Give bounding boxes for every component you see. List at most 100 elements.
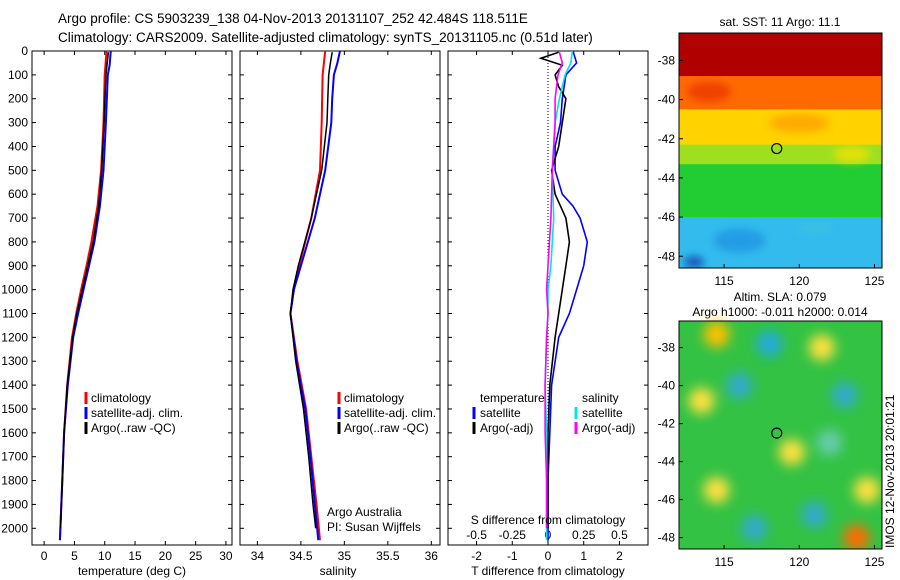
series-line-salinity-argo-adj- — [544, 51, 564, 529]
sst-map-ticks: 115 120 125 -38 -40 -42 -44 -46 -48 — [658, 53, 885, 288]
x-tick-label: 34.5 — [289, 549, 313, 563]
y-tick-label: 1400 — [1, 378, 28, 392]
x-tick-label: 5 — [71, 549, 78, 563]
title-line-2: Climatology: CARS2009. Satellite-adjuste… — [58, 30, 593, 45]
sst-patch — [687, 81, 732, 102]
map-x-tick-label: 115 — [715, 555, 734, 569]
sst-map-frame — [678, 32, 883, 269]
sst-heatmap — [679, 33, 882, 268]
sla-map-title: Altim. SLA: 0.079 — [734, 290, 827, 304]
difference-legend-salinity: salinity satellite Argo(-adj) — [574, 391, 635, 435]
map-x-tick-label: 120 — [789, 555, 809, 569]
temperature-xlabel: temperature (deg C) — [78, 564, 186, 578]
sst-patch — [794, 222, 835, 235]
legend-label-satellite: satellite-adj. clim. — [91, 406, 183, 420]
series-line-temperature-satellite — [547, 51, 589, 541]
sst-texture — [684, 81, 870, 268]
y-tick-label: 1100 — [2, 307, 28, 321]
sla-blob — [816, 429, 843, 456]
x-tick-label: 35 — [338, 549, 352, 563]
legend-label-t-argo: Argo(-adj) — [480, 421, 533, 435]
series-line-satellite-adj-clim- — [289, 51, 341, 541]
x-tick-label: 0 — [545, 549, 552, 563]
map-y-tick-label: -46 — [658, 210, 676, 224]
sla-map-ticks: 115 120 125 -38 -40 -42 -44 -46 -48 — [658, 341, 885, 569]
x-tick-label: 30 — [219, 549, 233, 563]
difference-legend-temperature: temperature satellite Argo(-adj) — [472, 391, 545, 435]
legend-label-s-argo: Argo(-adj) — [582, 421, 635, 435]
sla-blob — [726, 372, 753, 399]
series-line-argo-raw-qc- — [289, 52, 333, 529]
sla-blob — [831, 382, 858, 409]
salinity-tick-label: -0.25 — [499, 528, 527, 542]
y-tick-label: 400 — [8, 139, 28, 153]
map-x-tick-label: 115 — [715, 274, 734, 288]
sla-blob — [688, 387, 715, 414]
y-tick-label: 0 — [21, 44, 28, 58]
legend-heading-salinity: salinity — [582, 391, 619, 405]
sla-blob — [778, 439, 805, 466]
x-tick-label: 36 — [425, 549, 439, 563]
salinity-panel: 34 34.5 35 35.5 36 salinity climatology sate… — [239, 50, 441, 578]
sla-blob — [756, 330, 783, 357]
y-tick-label: 1700 — [1, 450, 28, 464]
y-tick-label: 100 — [8, 68, 28, 82]
legend-label-argo: Argo(..raw -QC) — [344, 421, 429, 435]
difference-axis-ticks: -2 -1 0 1 2 — [471, 51, 623, 563]
legend-label-argo: Argo(..raw -QC) — [91, 421, 176, 435]
salinity-tick-label: 0.25 — [572, 528, 596, 542]
salinity-tick-label: 0.5 — [611, 528, 628, 542]
legend-label-t-satellite: satellite — [480, 406, 521, 420]
y-tick-label: 500 — [8, 163, 28, 177]
title-line-1: Argo profile: CS 5903239_138 04-Nov-2013… — [58, 11, 528, 26]
sst-band — [679, 144, 882, 166]
sst-patch — [769, 114, 830, 133]
sla-map-panel: Altim. SLA: 0.079 Argo h1000: -0.011 h20… — [658, 290, 885, 569]
legend-label-climatology: climatology — [344, 391, 404, 405]
legend-label-climatology: climatology — [91, 391, 151, 405]
argo-location-marker — [771, 427, 783, 439]
legend-heading-temperature: temperature — [480, 391, 545, 405]
footer-timestamp: IMOS 12-Nov-2013 20:01:21 — [883, 394, 897, 548]
temperature-legend: climatology satellite-adj. clim. Argo(..… — [84, 391, 183, 435]
sst-map-title: sat. SST: 11 Argo: 11.1 — [720, 15, 841, 29]
sla-blob — [801, 501, 828, 528]
sst-patch — [713, 228, 766, 253]
temperature-profiles — [58, 51, 112, 541]
y-tick-label: 200 — [8, 92, 28, 106]
x-tick-label: 25 — [189, 549, 203, 563]
map-y-tick-label: -44 — [658, 455, 676, 469]
salinity-tick-label: -0.5 — [466, 528, 487, 542]
map-y-tick-label: -38 — [658, 53, 676, 67]
salinity-legend: climatology satellite-adj. clim. Argo(..… — [337, 391, 436, 435]
sla-heatmap — [679, 321, 882, 549]
temperature-panel: 0100200300400500600700800900100011001200… — [1, 44, 233, 578]
map-y-tick-label: -48 — [658, 531, 676, 545]
sla-map-subtitle: Argo h1000: -0.011 h2000: 0.014 — [692, 305, 868, 319]
difference-xlabel: T difference from climatology — [471, 564, 625, 578]
map-y-tick-label: -48 — [658, 249, 676, 263]
x-tick-label: 34 — [251, 549, 265, 563]
y-tick-label: 1900 — [1, 497, 28, 511]
x-tick-label: 2 — [616, 549, 623, 563]
x-tick-label: 35.5 — [376, 549, 400, 563]
map-x-tick-label: 120 — [789, 274, 809, 288]
map-y-tick-label: -42 — [658, 132, 676, 146]
series-line-salinity-satellite — [544, 51, 574, 541]
annotation-argo-australia: Argo Australia — [327, 505, 402, 519]
y-tick-label: 300 — [8, 116, 28, 130]
sst-band — [679, 33, 882, 78]
sst-patch — [833, 146, 870, 163]
y-tick-label: 1300 — [1, 354, 28, 368]
sla-blob — [741, 515, 768, 542]
y-tick-label: 1800 — [1, 474, 28, 488]
sla-blob — [808, 334, 835, 361]
salinity-depth-ticks — [240, 50, 440, 529]
sst-map-panel: sat. SST: 11 Argo: 11.1 115 120 125 -38 -40 -… — [658, 15, 885, 288]
map-x-tick-label: 125 — [864, 274, 884, 288]
legend-label-s-satellite: satellite — [582, 406, 623, 420]
y-tick-label: 600 — [8, 187, 28, 201]
difference-xlabel-top: S difference from climatology — [471, 513, 626, 527]
y-tick-label: 1200 — [1, 330, 28, 344]
